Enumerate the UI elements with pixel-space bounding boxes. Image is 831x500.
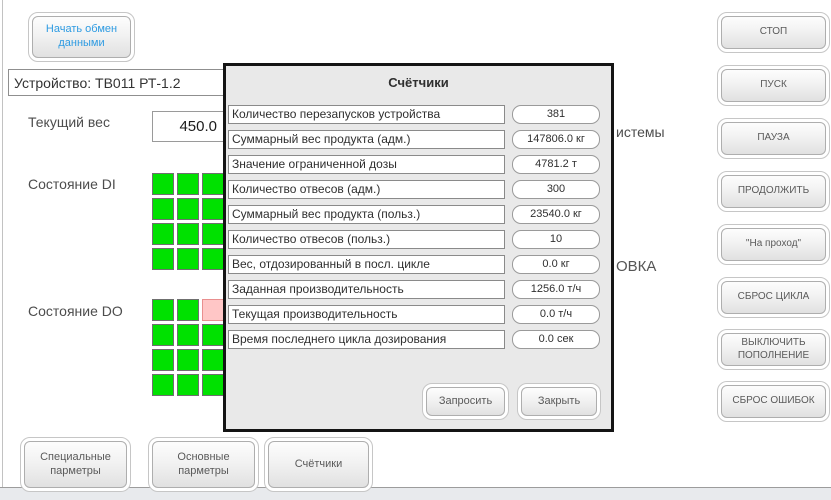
counter-row-label: Заданная производительность xyxy=(228,280,505,299)
counter-row-label: Количество отвесов (польз.) xyxy=(228,230,505,249)
stop-button-label: СТОП xyxy=(721,16,826,49)
counter-row-value: 0.0 кг xyxy=(512,255,600,274)
do-indicator-grid xyxy=(152,299,224,396)
request-button[interactable]: Запросить xyxy=(422,383,509,420)
counter-row-label: Суммарный вес продукта (польз.) xyxy=(228,205,505,224)
do-cell-2-2 xyxy=(202,349,224,371)
do-cell-1-0 xyxy=(152,324,174,346)
di-cell-2-0 xyxy=(152,223,174,245)
do-cell-1-1 xyxy=(177,324,199,346)
close-button-label: Закрыть xyxy=(521,387,597,416)
di-indicator-grid xyxy=(152,173,224,270)
counters-dialog: Счётчики Количество перезапусков устройс… xyxy=(223,63,614,432)
counter-row-label: Значение ограниченной дозы xyxy=(228,155,505,174)
pause-button-label: ПАУЗА xyxy=(721,122,826,155)
counter-row-label: Количество перезапусков устройства xyxy=(228,105,505,124)
counter-row-value: 0.0 т/ч xyxy=(512,305,600,324)
counter-row-value: 10 xyxy=(512,230,600,249)
counter-row-value: 147806.0 кг xyxy=(512,130,600,149)
counter-row-label: Вес, отдозированный в посл. цикле xyxy=(228,255,505,274)
start-exchange-button-label: Начать обмен данными xyxy=(32,16,131,58)
di-cell-2-2 xyxy=(202,223,224,245)
device-label: Устройство: ТВ011 РТ-1.2 xyxy=(14,74,181,91)
do-cell-3-2 xyxy=(202,374,224,396)
background-text-fragment-top: истемы xyxy=(616,124,665,140)
current-weight-value: 450.0 xyxy=(179,118,217,135)
pause-button[interactable]: ПАУЗА xyxy=(717,118,830,159)
current-weight-field: 450.0 xyxy=(152,111,226,142)
tab-main-params[interactable]: Основные парметры xyxy=(148,437,259,492)
di-cell-3-2 xyxy=(202,248,224,270)
di-cell-0-1 xyxy=(177,173,199,195)
counter-row-value: 381 xyxy=(512,105,600,124)
di-cell-1-2 xyxy=(202,198,224,220)
counter-row-value: 300 xyxy=(512,180,600,199)
panel-left-border xyxy=(2,0,3,487)
refill-off-button-label: ВЫКЛЮЧИТЬ ПОПОЛНЕНИЕ xyxy=(721,333,826,366)
di-cell-3-1 xyxy=(177,248,199,270)
start-exchange-button[interactable]: Начать обмен данными xyxy=(28,12,135,62)
background-text-fragment-bottom: ОВКА xyxy=(616,258,657,275)
counter-row-label: Количество отвесов (адм.) xyxy=(228,180,505,199)
do-cell-0-0 xyxy=(152,299,174,321)
cycle-reset-button-label: СБРОС ЦИКЛА xyxy=(721,281,826,314)
di-cell-3-0 xyxy=(152,248,174,270)
di-cell-2-1 xyxy=(177,223,199,245)
counter-row-label: Текущая производительность xyxy=(228,305,505,324)
counter-row-value: 0.0 сек xyxy=(512,330,600,349)
counter-row-label: Суммарный вес продукта (адм.) xyxy=(228,130,505,149)
do-cell-1-2 xyxy=(202,324,224,346)
counter-row-label: Время последнего цикла дозирования xyxy=(228,330,505,349)
tab-counters-label: Счётчики xyxy=(268,441,369,488)
tab-main-params-label: Основные парметры xyxy=(152,441,255,488)
start-button[interactable]: ПУСК xyxy=(717,65,830,106)
do-state-label: Состояние DO xyxy=(28,303,123,319)
do-cell-0-2 xyxy=(202,299,224,321)
counter-row-value: 23540.0 кг xyxy=(512,205,600,224)
di-state-label: Состояние DI xyxy=(28,176,116,192)
current-weight-label: Текущий вес xyxy=(28,114,110,130)
continue-button-label: ПРОДОЛЖИТЬ xyxy=(721,175,826,208)
bypass-button-label: "На проход" xyxy=(721,228,826,261)
do-cell-2-0 xyxy=(152,349,174,371)
di-cell-0-2 xyxy=(202,173,224,195)
tab-special-params[interactable]: Специальные парметры xyxy=(20,437,131,492)
cycle-reset-button[interactable]: СБРОС ЦИКЛА xyxy=(717,277,830,318)
refill-off-button[interactable]: ВЫКЛЮЧИТЬ ПОПОЛНЕНИЕ xyxy=(717,329,830,370)
di-cell-0-0 xyxy=(152,173,174,195)
error-reset-button-label: СБРОС ОШИБОК xyxy=(721,385,826,418)
di-cell-1-0 xyxy=(152,198,174,220)
dialog-title: Счётчики xyxy=(388,75,449,90)
tab-special-params-label: Специальные парметры xyxy=(24,441,127,488)
continue-button[interactable]: ПРОДОЛЖИТЬ xyxy=(717,171,830,212)
do-cell-2-1 xyxy=(177,349,199,371)
close-button[interactable]: Закрыть xyxy=(517,383,601,420)
do-cell-3-0 xyxy=(152,374,174,396)
tab-counters[interactable]: Счётчики xyxy=(264,437,373,492)
counter-row-value: 4781.2 т xyxy=(512,155,600,174)
di-cell-1-1 xyxy=(177,198,199,220)
do-cell-3-1 xyxy=(177,374,199,396)
do-cell-0-1 xyxy=(177,299,199,321)
bypass-button[interactable]: "На проход" xyxy=(717,224,830,265)
counter-row-value: 1256.0 т/ч xyxy=(512,280,600,299)
error-reset-button[interactable]: СБРОС ОШИБОК xyxy=(717,381,830,422)
start-button-label: ПУСК xyxy=(721,69,826,102)
stop-button[interactable]: СТОП xyxy=(717,12,830,53)
request-button-label: Запросить xyxy=(426,387,505,416)
